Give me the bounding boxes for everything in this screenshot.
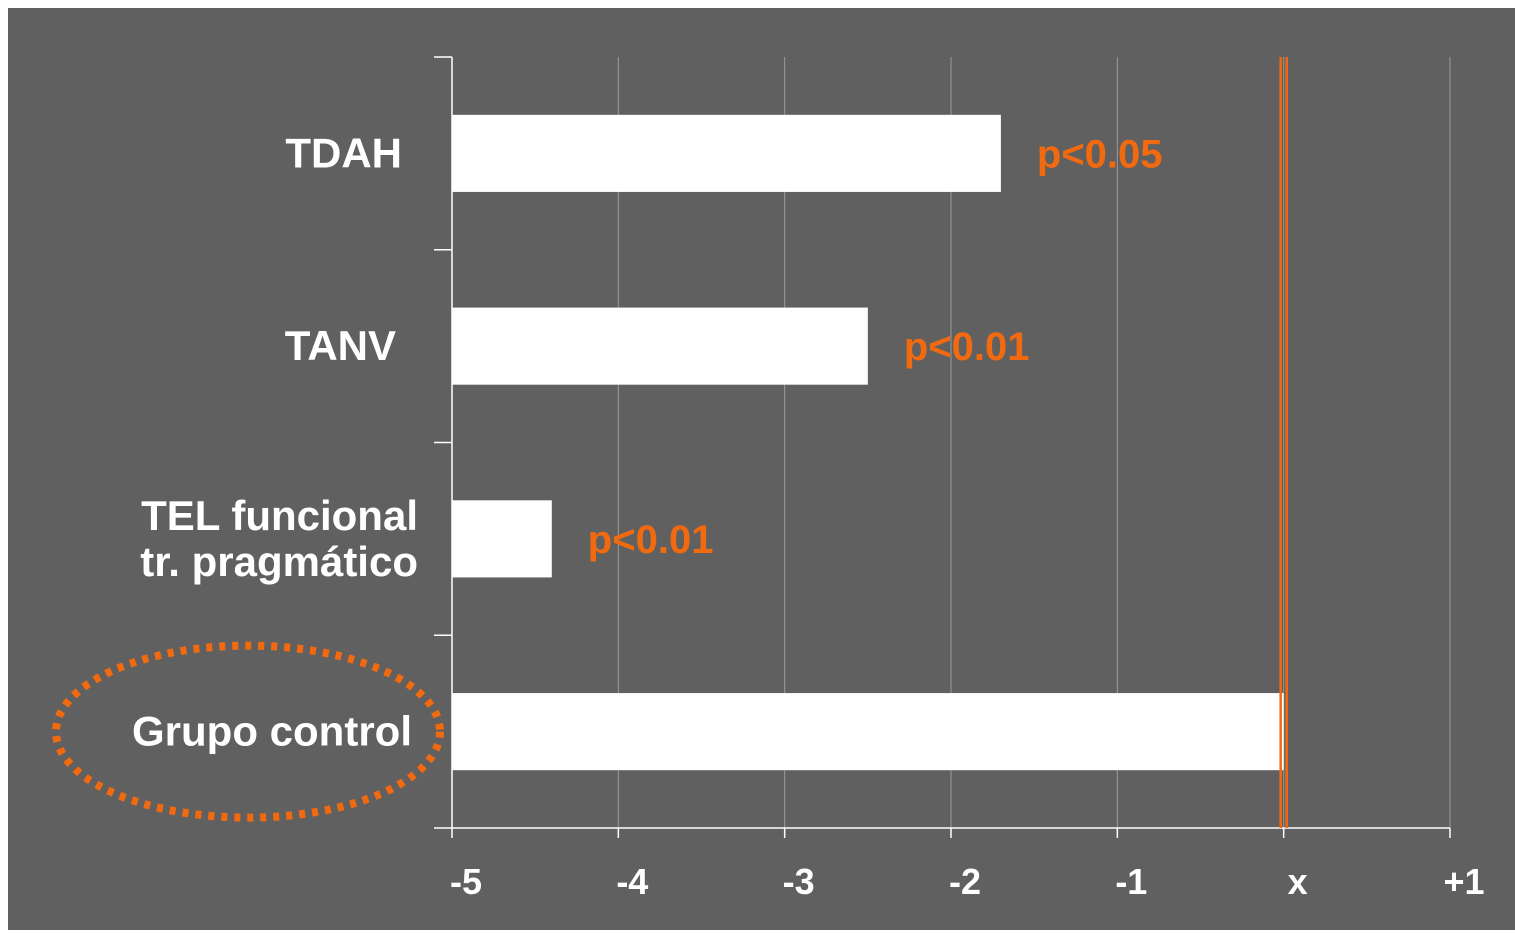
category-label-line: TEL funcional [141,492,418,539]
p-value-annotation: p<0.01 [904,325,1030,369]
x-tick-label: +1 [1443,861,1484,902]
category-labels: TDAH TANV TEL funcional tr. pragmático Grupo… [132,129,418,754]
category-label-line: tr. pragmático [140,538,418,585]
highlight-ellipse [52,641,444,822]
category-label: TEL funcional tr. pragmático [140,492,418,585]
x-tick-label: -2 [949,861,981,902]
bar [452,307,868,385]
bars [452,114,1284,771]
x-tick-label: x [1288,861,1308,902]
p-value-annotation: p<0.01 [588,518,714,562]
bar [452,500,552,578]
category-label: Grupo control [132,708,412,755]
x-tick-label: -4 [616,861,648,902]
category-label-line: TDAH [285,129,402,176]
category-label: TANV [285,322,396,369]
reference-line [1279,57,1288,828]
category-label-line: TANV [285,322,396,369]
highlight [52,641,444,822]
annotations: p<0.05 p<0.01 p<0.01 [588,132,1163,562]
category-label-line: Grupo control [132,708,412,755]
bar [452,114,1001,192]
x-tick-labels: -5 -4 -3 -2 -1 x +1 [450,861,1485,902]
bar [452,693,1284,771]
x-tick-label: -5 [450,861,482,902]
category-label: TDAH [285,129,402,176]
x-tick-label: -1 [1115,861,1147,902]
x-tick-label: -3 [783,861,815,902]
p-value-annotation: p<0.05 [1037,132,1163,176]
